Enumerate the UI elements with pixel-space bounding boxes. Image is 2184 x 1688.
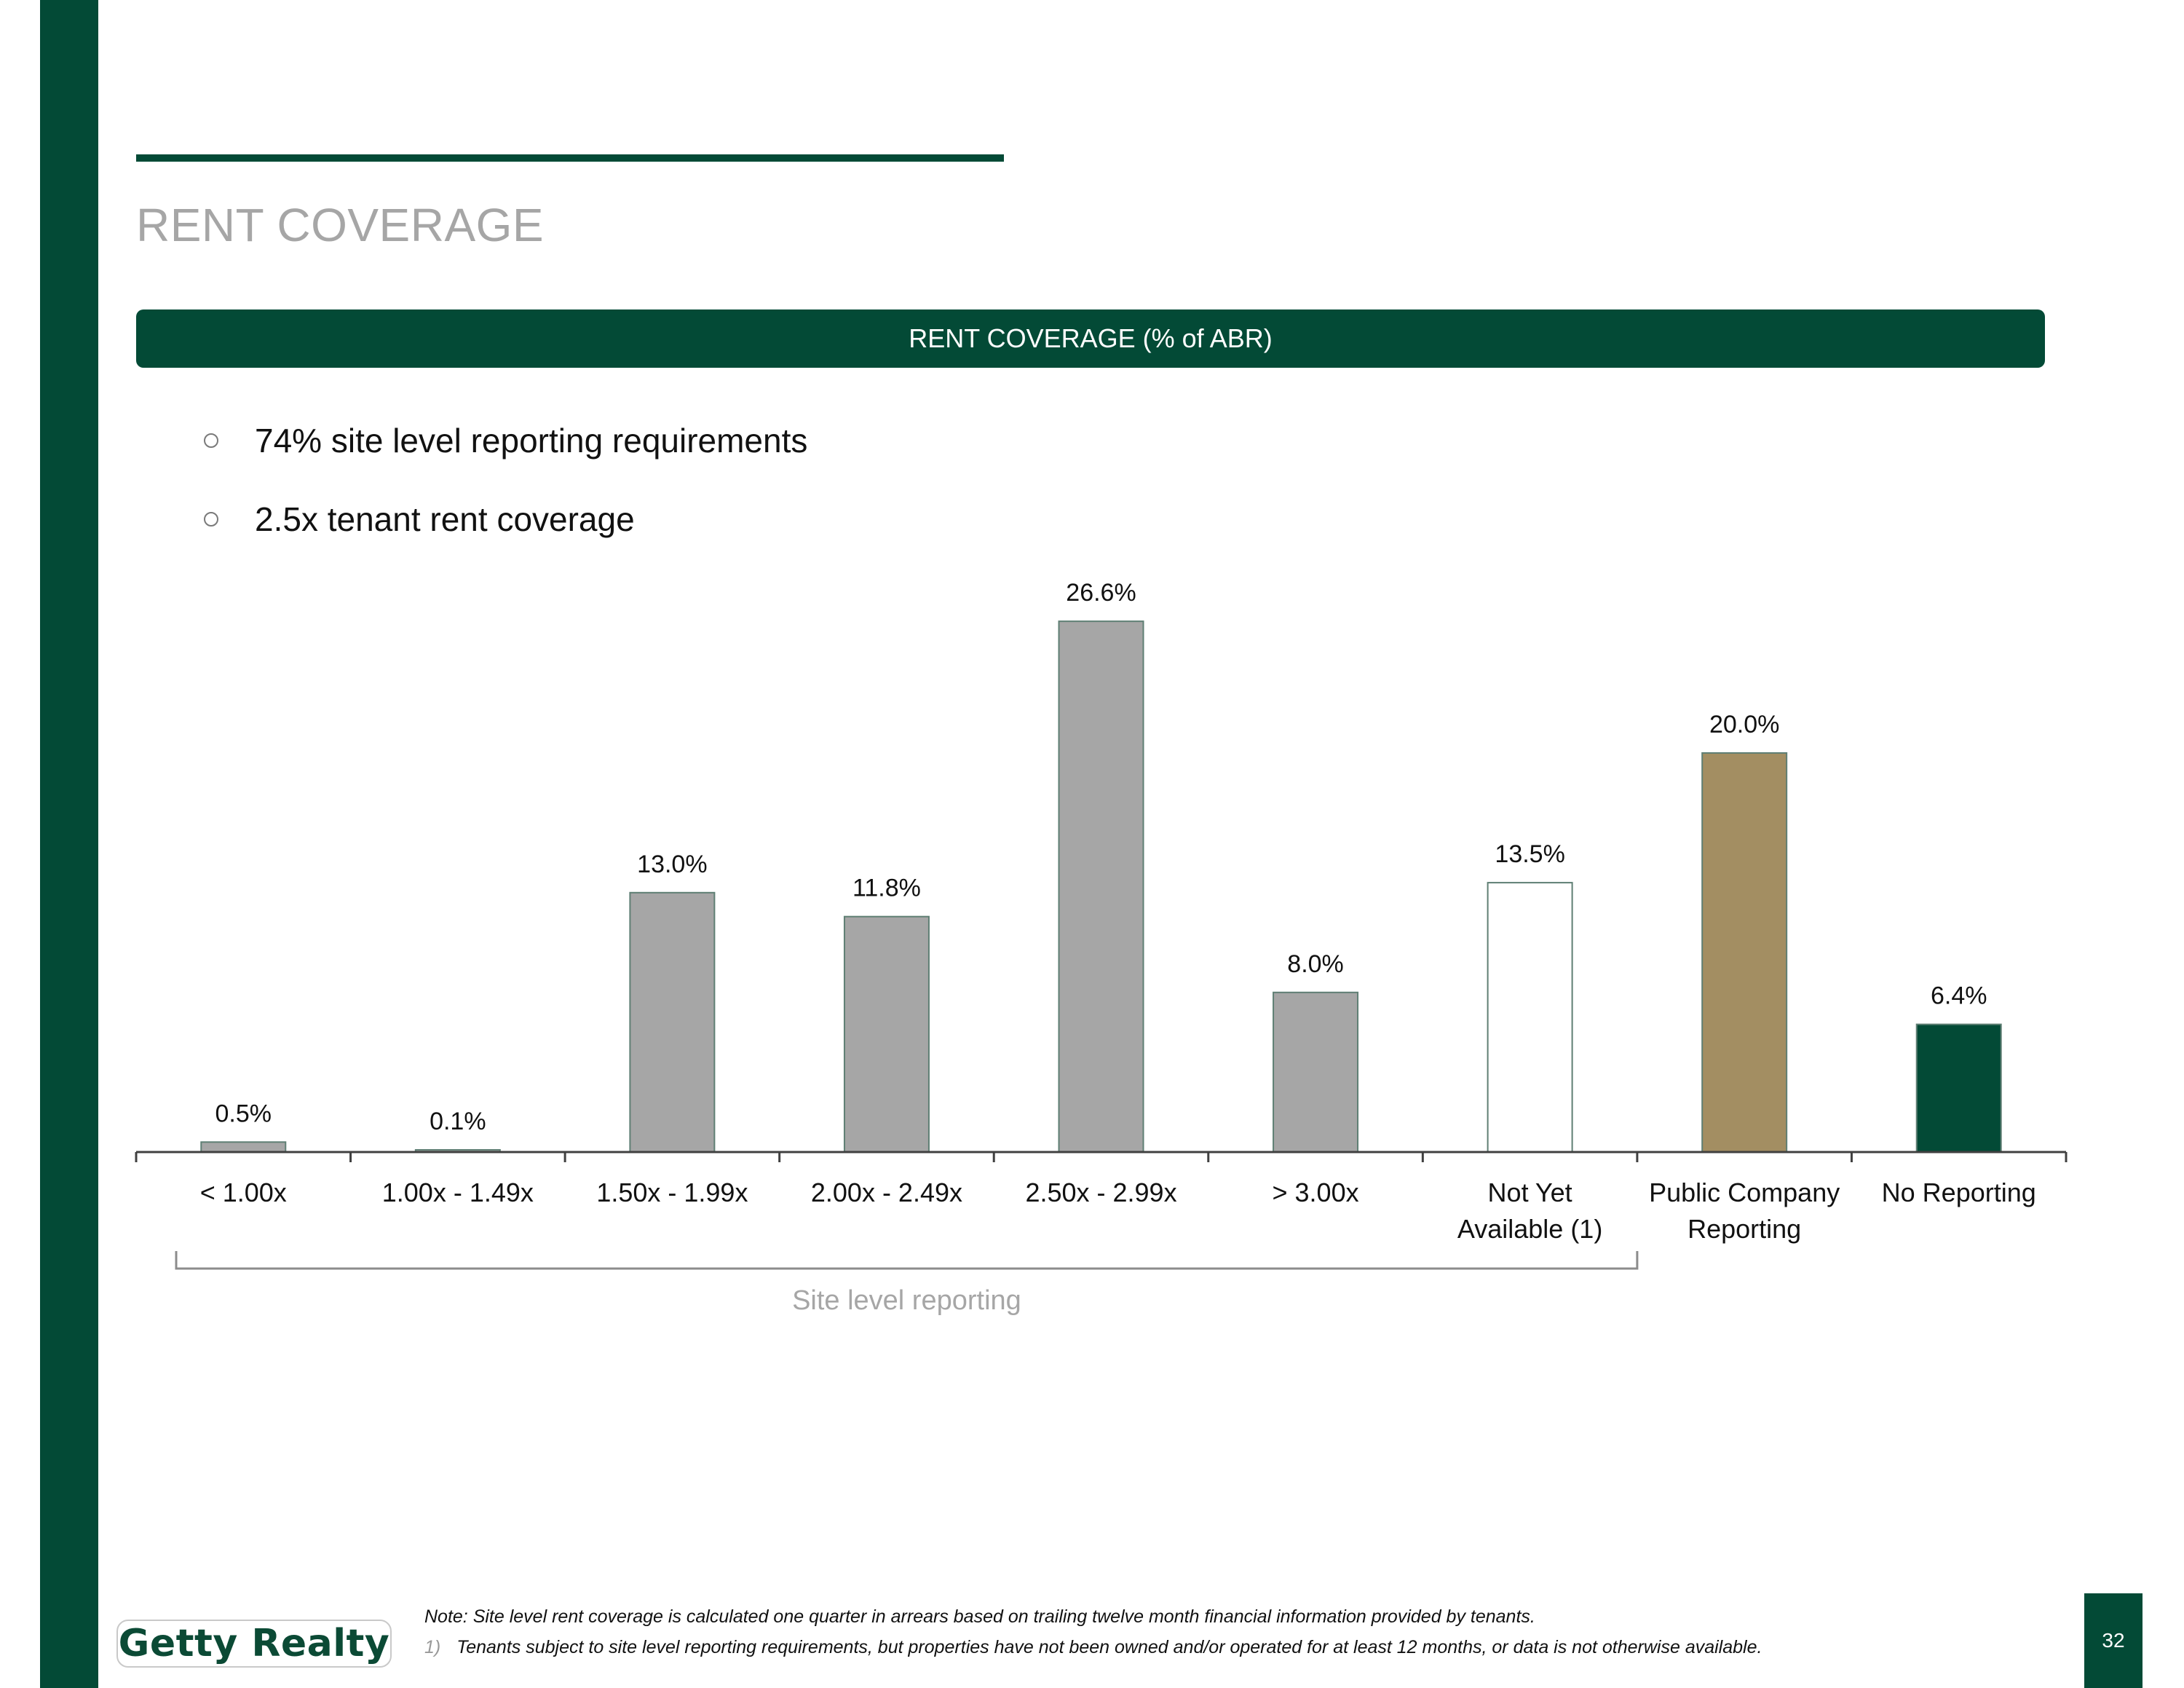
circle-bullet-icon	[204, 512, 218, 526]
page-title: RENT COVERAGE	[136, 199, 545, 251]
side-accent-bar	[40, 0, 98, 1688]
footnote-number: 1)	[424, 1637, 441, 1657]
footnote: 1) Tenants subject to site level reportin…	[424, 1637, 1762, 1658]
title-rule	[136, 154, 1004, 162]
category-label: Not Yet	[1488, 1178, 1572, 1207]
data-label: 0.1%	[430, 1108, 486, 1135]
bullet-item: 2.5x tenant rent coverage	[204, 500, 635, 539]
bracket-label: Site level reporting	[792, 1285, 1021, 1316]
bar	[200, 1141, 287, 1153]
page-number: 32	[2084, 1593, 2143, 1688]
data-label: 8.0%	[1287, 950, 1344, 978]
site-level-bracket	[175, 1251, 1639, 1270]
category-label: No Reporting	[1882, 1178, 2036, 1207]
bar	[1915, 1023, 2002, 1153]
category-label: < 1.00x	[200, 1178, 287, 1207]
category-label: Reporting	[1688, 1214, 1801, 1244]
category-label: 2.50x - 2.99x	[1025, 1178, 1176, 1207]
category-label: 2.00x - 2.49x	[811, 1178, 962, 1207]
data-label: 13.0%	[637, 851, 707, 878]
data-label: 11.8%	[852, 875, 921, 902]
category-label: Public Company	[1649, 1178, 1840, 1207]
bullet-item: 74% site level reporting requirements	[204, 421, 807, 460]
data-label: 20.0%	[1709, 711, 1779, 738]
logo-text: Getty Realty	[118, 1622, 390, 1665]
data-label: 26.6%	[1066, 579, 1136, 607]
category-label: Available (1)	[1457, 1214, 1602, 1244]
data-label: 13.5%	[1495, 840, 1564, 868]
circle-bullet-icon	[204, 433, 218, 448]
footnote-text: Tenants subject to site level reporting …	[456, 1637, 1762, 1657]
bar	[1701, 752, 1788, 1153]
chart-note: Note: Site level rent coverage is calcul…	[424, 1606, 1535, 1627]
data-label: 0.5%	[215, 1100, 272, 1127]
bullet-text: 2.5x tenant rent coverage	[255, 500, 635, 538]
chart-header-banner: RENT COVERAGE (% of ABR)	[136, 309, 2045, 368]
chart-header-label: RENT COVERAGE (% of ABR)	[909, 323, 1273, 353]
category-label: > 3.00x	[1273, 1178, 1359, 1207]
bar	[629, 891, 716, 1153]
bar	[1058, 620, 1144, 1153]
category-label: 1.50x - 1.99x	[596, 1178, 748, 1207]
bar	[843, 915, 930, 1153]
getty-realty-logo: Getty Realty	[116, 1620, 392, 1668]
bar	[1487, 882, 1573, 1153]
bar	[1273, 991, 1359, 1153]
data-label: 6.4%	[1931, 982, 1987, 1010]
bullet-text: 74% site level reporting requirements	[255, 422, 808, 460]
category-label: 1.00x - 1.49x	[382, 1178, 534, 1207]
